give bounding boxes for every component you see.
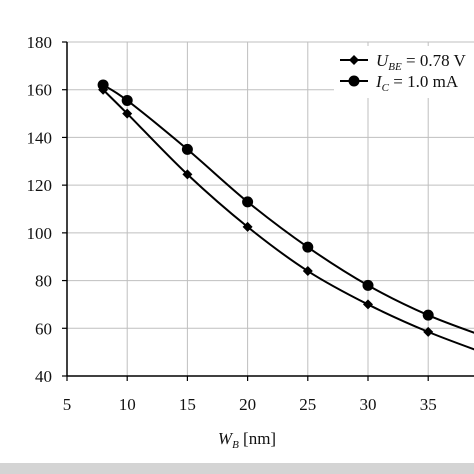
axes <box>62 41 474 381</box>
x-axis-title: WB [nm] <box>218 429 276 451</box>
data-point-diamond <box>182 169 193 180</box>
x-tick-label: 30 <box>360 395 377 414</box>
y-tick-label: 140 <box>27 128 53 147</box>
x-tick-label: 15 <box>179 395 196 414</box>
y-tick-label: 80 <box>35 272 52 291</box>
y-tick-label: 100 <box>27 224 53 243</box>
series-layer <box>97 79 474 351</box>
x-tick-label: 35 <box>420 395 437 414</box>
y-tick-label: 120 <box>27 176 53 195</box>
x-tick-label: 20 <box>239 395 256 414</box>
legend-item-2: IC = 1.0 mA <box>340 72 459 94</box>
x-tick-labels: 5 10 15 20 25 30 35 <box>63 395 437 414</box>
data-point-diamond <box>363 299 373 310</box>
data-point-diamond <box>349 55 359 65</box>
series-1 <box>98 84 474 351</box>
legend-background <box>334 46 474 98</box>
y-tick-label: 160 <box>27 81 53 100</box>
legend-label: UBE = 0.78 V <box>376 51 467 73</box>
data-point-circle <box>302 241 314 253</box>
image-bottom-border <box>0 463 474 474</box>
chart: 40 60 80 100 120 140 160 180 5 10 15 20 25 30 35 UBE … <box>27 33 474 451</box>
data-point-diamond <box>423 326 434 337</box>
y-tick-label: 180 <box>27 33 53 52</box>
y-tick-label: 40 <box>35 367 52 386</box>
data-point-diamond <box>302 266 313 277</box>
data-point-circle <box>422 309 434 321</box>
data-point-diamond <box>242 221 253 232</box>
x-tick-label: 5 <box>63 395 72 414</box>
series-line <box>102 84 474 334</box>
data-point-circle <box>348 75 360 87</box>
series-line <box>102 89 474 351</box>
legend: UBE = 0.78 VIC = 1.0 mA <box>334 46 474 98</box>
data-point-diamond <box>122 108 133 119</box>
legend-item-1: UBE = 0.78 V <box>340 51 467 73</box>
data-point-circle <box>362 279 374 291</box>
series-2 <box>97 79 474 334</box>
y-tick-labels: 40 60 80 100 120 140 160 180 <box>27 33 53 386</box>
data-point-circle <box>181 143 193 155</box>
data-point-circle <box>242 196 254 208</box>
x-tick-label: 25 <box>299 395 316 414</box>
y-tick-label: 60 <box>35 319 52 338</box>
data-point-circle <box>121 94 133 106</box>
legend-label: IC = 1.0 mA <box>375 72 459 94</box>
data-point-circle <box>97 79 109 91</box>
x-tick-label: 10 <box>119 395 136 414</box>
